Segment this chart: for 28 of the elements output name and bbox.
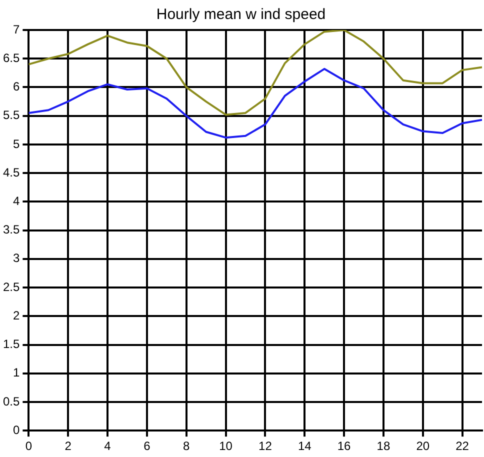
y-tick-label: 3.5	[2, 222, 20, 237]
x-tick-label: 12	[258, 439, 272, 454]
y-tick-label: 7	[12, 22, 20, 36]
y-tick-label: 6	[12, 80, 20, 94]
y-tick-label: 1.5	[2, 337, 20, 352]
x-tick-label: 4	[104, 439, 112, 454]
y-tick-label: 6.5	[2, 50, 20, 65]
y-tick-label: 4	[12, 194, 20, 208]
x-tick-label: 0	[25, 439, 32, 454]
y-tick-label: 5	[12, 136, 20, 151]
y-tick-label: 1	[12, 366, 20, 380]
y-tick-label: 0	[12, 422, 20, 437]
x-tick-label: 20	[416, 439, 430, 454]
x-tick-label: 10	[219, 439, 233, 454]
y-tick-label: 0.5	[2, 394, 20, 408]
x-tick-label: 16	[337, 439, 352, 454]
x-tick-label: 22	[456, 439, 470, 454]
x-tick-label: 8	[183, 439, 190, 454]
x-tick-label: 2	[64, 439, 72, 454]
x-tick-label: 6	[144, 439, 151, 454]
y-tick-label: 4.5	[2, 165, 20, 180]
y-tick-label: 2	[12, 308, 20, 322]
y-tick-label: 3	[12, 251, 20, 266]
chart-title: Hourly mean w ind speed	[156, 6, 326, 24]
x-tick-label: 18	[376, 439, 390, 454]
y-tick-label: 2.5	[2, 280, 20, 294]
x-tick-label: 14	[298, 439, 312, 454]
y-tick-label: 5.5	[2, 108, 20, 122]
